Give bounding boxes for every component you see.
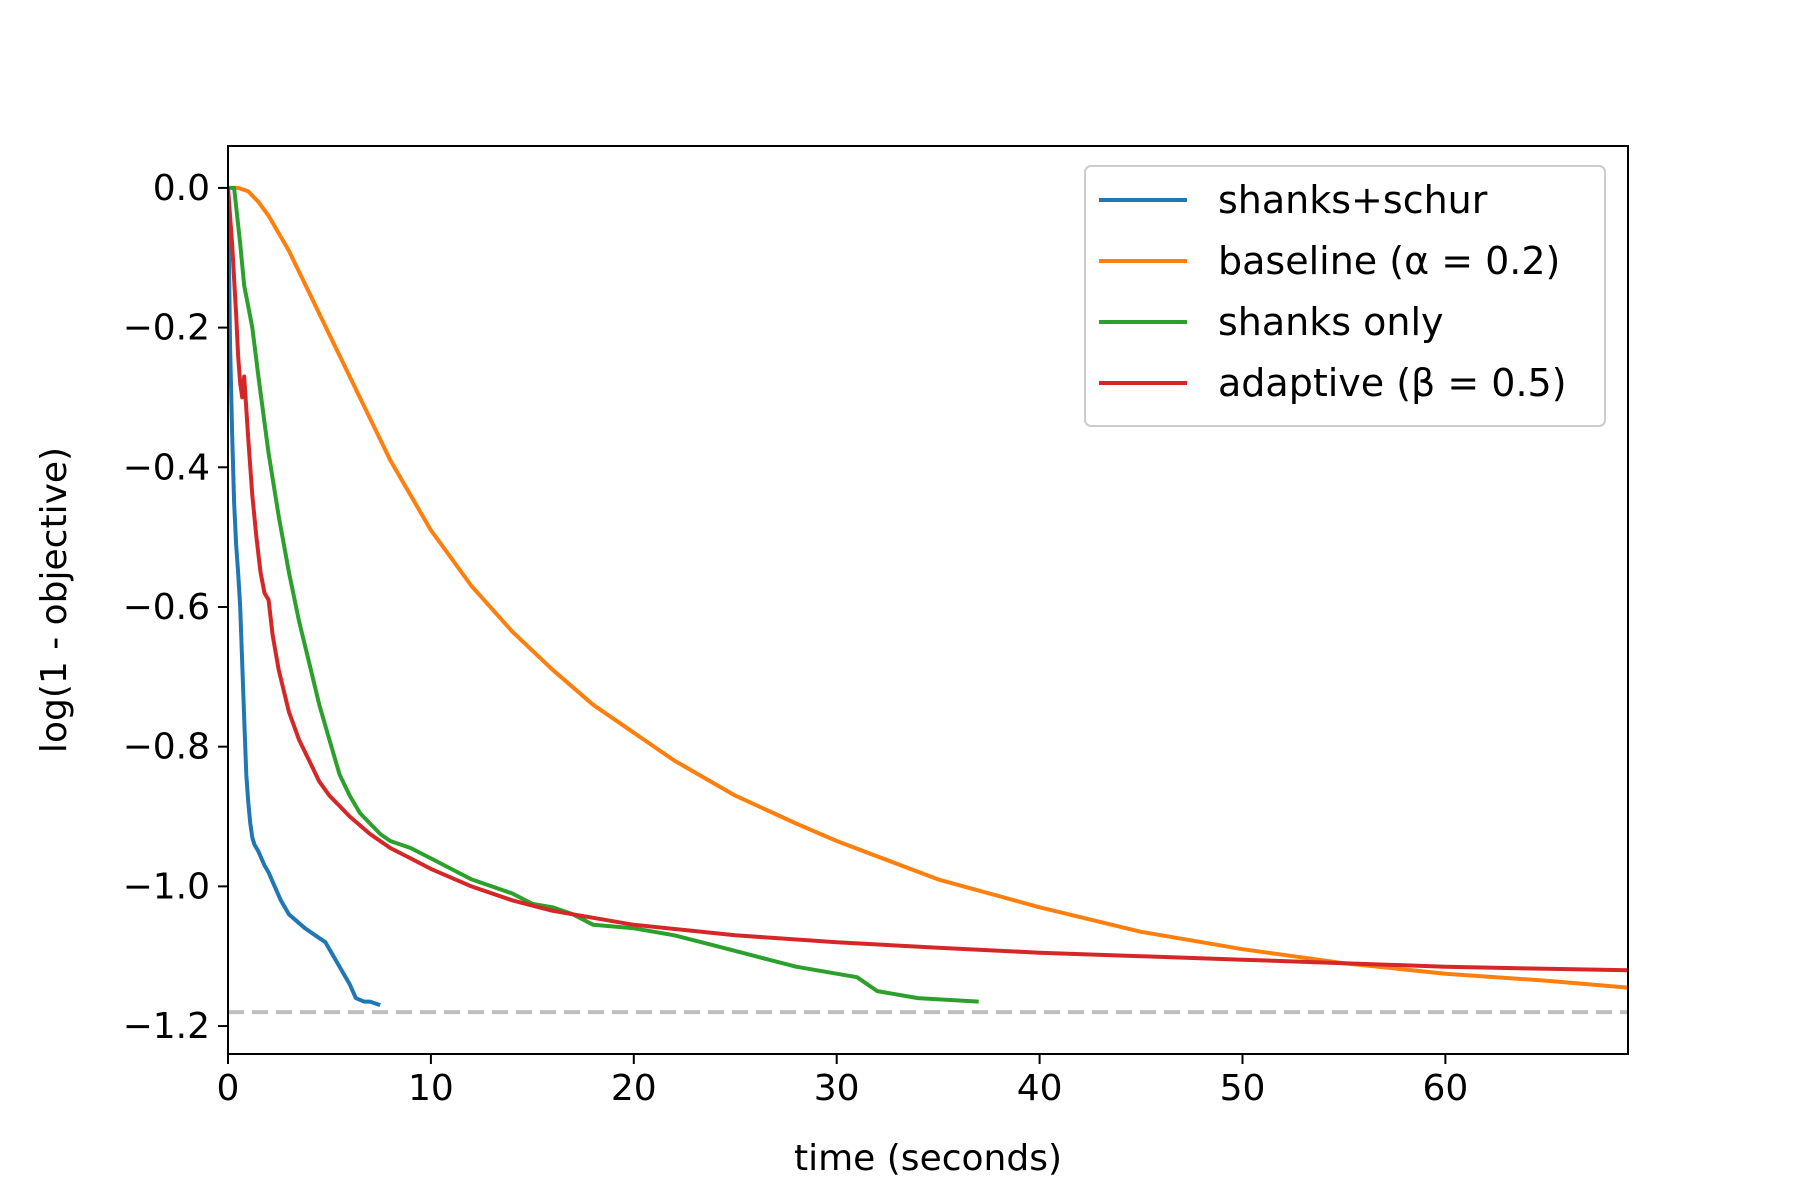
x-tick-label: 10: [408, 1068, 454, 1109]
x-tick-label: 20: [611, 1068, 657, 1109]
legend-label-0: shanks+schur: [1218, 178, 1488, 222]
x-tick-label: 60: [1422, 1068, 1468, 1109]
y-tick-label: −0.2: [123, 308, 210, 349]
y-tick-label: −1.0: [123, 866, 210, 907]
legend: shanks+schur baseline (α = 0.2) shanks onl…: [1084, 165, 1606, 427]
series-line-2: [228, 185, 979, 1004]
legend-label-3: adaptive (β = 0.5): [1218, 361, 1567, 405]
series-line-1: [232, 185, 1628, 990]
y-tick-label: −0.4: [123, 447, 210, 488]
x-axis-label: time (seconds): [794, 1138, 1062, 1179]
legend-box: [1084, 165, 1606, 427]
y-tick-label: −0.6: [123, 587, 210, 628]
x-axis: 0 10 20 30 40 50 60: [217, 1054, 1468, 1109]
y-axis-label: log(1 - objective): [34, 447, 75, 753]
x-tick-label: 50: [1220, 1068, 1266, 1109]
legend-label-2: shanks only: [1218, 300, 1444, 344]
series-line-0: [228, 187, 381, 1007]
y-tick-label: −0.8: [123, 727, 210, 768]
x-tick-label: 30: [814, 1068, 860, 1109]
x-tick-label: 40: [1017, 1068, 1063, 1109]
series-layer: [228, 185, 1628, 1007]
y-tick-label: −1.2: [123, 1006, 210, 1047]
x-tick-label: 0: [217, 1068, 240, 1109]
series-line-3: [228, 187, 1628, 973]
y-axis: 0.0 −0.2 −0.4 −0.6 −0.8 −1.0 −1.2: [123, 168, 228, 1047]
plot-area-frame: [227, 145, 1629, 1055]
legend-label-1: baseline (α = 0.2): [1218, 239, 1560, 283]
y-tick-label: 0.0: [153, 168, 210, 209]
